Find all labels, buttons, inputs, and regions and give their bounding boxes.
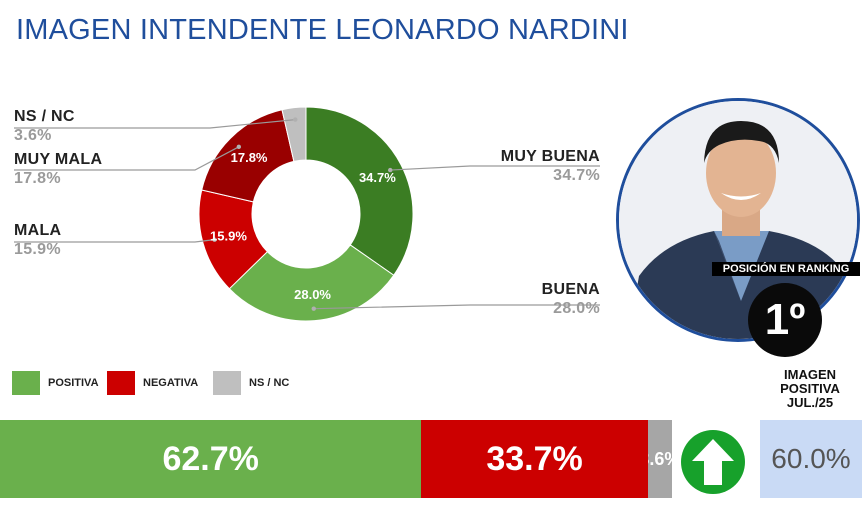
bar-ns-nc-label: 3.6% (648, 448, 672, 469)
previous-value: 60.0% (771, 443, 851, 474)
bar-ns-nc: 3.6% (647, 420, 672, 498)
leader-dot-mala (212, 237, 217, 242)
leader-line-mala (14, 239, 215, 243)
page-title: IMAGEN INTENDENTE LEONARDO NARDINI (16, 14, 629, 46)
label-muy-mala-name: MUY MALA (14, 151, 103, 168)
bar-positiva-label: 62.7% (162, 439, 259, 478)
label-mala-name: MALA (14, 222, 62, 239)
previous-value-box: 60.0% (760, 420, 862, 498)
leader-dot-ns-nc (293, 117, 298, 122)
label-muy-mala-value: 17.8% (14, 170, 61, 187)
leader-line-muy-buena (390, 165, 600, 171)
label-muy-buena-name: MUY BUENA (500, 148, 600, 165)
label-ns-nc: NS / NC 3.6% (14, 108, 75, 145)
legend-swatch-ns-nc (213, 371, 241, 395)
label-buena-name: BUENA (541, 281, 600, 298)
label-buena: BUENA 28.0% (470, 281, 600, 318)
legend-text-negativa: NEGATIVA (143, 377, 199, 389)
ranking-label: POSICIÓN EN RANKING (712, 262, 860, 276)
previous-label-line-1: IMAGEN (784, 367, 836, 382)
bar-negativa-label: 33.7% (486, 439, 583, 478)
legend-negativa: NEGATIVA (107, 371, 198, 395)
legend-text-positiva: POSITIVA (48, 377, 99, 389)
ranking-position: 1º (748, 283, 822, 357)
bar-positiva: 62.7% (0, 420, 422, 498)
donut-label-muy-mala: 17.8% (231, 150, 268, 165)
donut-label-buena: 28.0% (294, 287, 331, 302)
label-mala-value: 15.9% (14, 241, 61, 258)
label-ns-nc-name: NS / NC (14, 108, 75, 125)
up-arrow-icon (681, 430, 745, 494)
donut-slice-muy-buena (305, 106, 414, 276)
bar-negativa: 33.7% (421, 420, 648, 498)
legend-swatch-positiva (12, 371, 40, 395)
leader-dot-muy-buena (388, 167, 393, 173)
previous-label: IMAGEN POSITIVA JUL./25 (760, 368, 860, 410)
donut-slice-buena (228, 244, 395, 322)
label-mala: MALA 15.9% (14, 222, 61, 259)
label-ns-nc-value: 3.6% (14, 127, 52, 144)
previous-label-line-3: JUL./25 (786, 395, 834, 410)
label-buena-value: 28.0% (553, 300, 600, 317)
label-muy-buena-value: 34.7% (553, 167, 600, 184)
portrait-photo (616, 98, 860, 342)
label-muy-mala: MUY MALA 17.8% (14, 151, 102, 188)
donut-chart: 34.7% 28.0% 15.9% 17.8% (14, 106, 600, 322)
leader-dot-buena (311, 306, 316, 311)
leader-line-ns-nc (14, 119, 296, 129)
donut-label-mala: 15.9% (210, 229, 247, 244)
leader-line-buena (313, 304, 600, 310)
label-muy-buena: MUY BUENA 34.7% (470, 148, 600, 185)
legend-text-ns-nc: NS / NC (249, 377, 290, 389)
leader-line-muy-mala (14, 146, 240, 171)
legend-swatch-negativa (107, 371, 135, 395)
legend-ns-nc: NS / NC (213, 371, 289, 395)
leader-dot-muy-mala (236, 144, 242, 150)
donut-label-muy-buena: 34.7% (359, 170, 396, 185)
previous-label-line-2: POSITIVA (780, 381, 840, 396)
legend-positiva: POSITIVA (12, 371, 99, 395)
